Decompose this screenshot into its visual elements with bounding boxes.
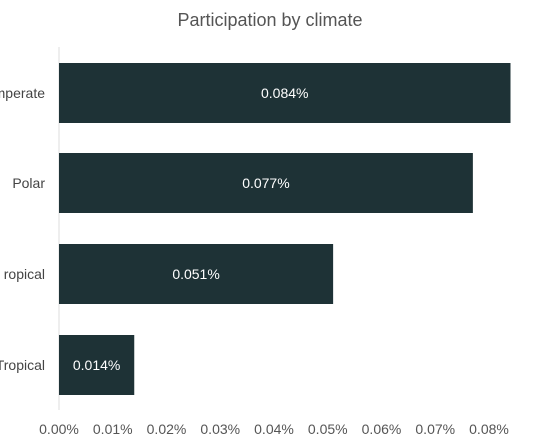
x-axis-ticks: 0.00% 0.01% 0.02% 0.03% 0.04% 0.05% 0.06% 0.07%…	[39, 421, 509, 437]
bar-tropical	[59, 335, 135, 395]
category-label-subtropical: ropical	[4, 266, 45, 282]
x-tick-label: 0.07%	[415, 421, 455, 437]
bar-polar	[59, 153, 473, 213]
x-tick-label: 0.00%	[39, 421, 79, 437]
x-tick-label: 0.08%	[469, 421, 509, 437]
category-label-polar: Polar	[12, 175, 45, 191]
x-tick-label: 0.06%	[362, 421, 402, 437]
chart-title: Participation by climate	[177, 10, 362, 30]
bar-temperate	[59, 63, 511, 123]
data-label-tropical: 0.014%	[73, 357, 120, 373]
bars-layer: 0.084% mperate 0.077% Polar 0.051% ropical 0.0…	[0, 63, 511, 395]
x-tick-label: 0.01%	[93, 421, 133, 437]
data-label-polar: 0.077%	[242, 175, 289, 191]
x-tick-label: 0.05%	[308, 421, 348, 437]
data-label-temperate: 0.084%	[261, 85, 308, 101]
category-label-tropical: Tropical	[0, 357, 45, 373]
x-tick-label: 0.04%	[254, 421, 294, 437]
category-label-temperate: mperate	[0, 85, 45, 101]
x-tick-label: 0.03%	[200, 421, 240, 437]
x-tick-label: 0.02%	[147, 421, 187, 437]
bar-subtropical	[59, 244, 334, 304]
data-label-subtropical: 0.051%	[172, 266, 219, 282]
